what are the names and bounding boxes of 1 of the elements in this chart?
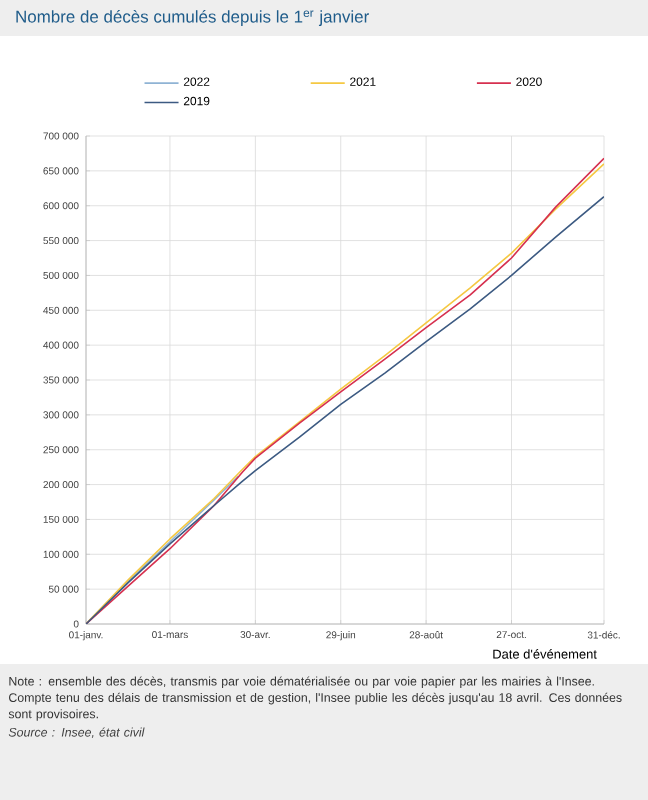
chart-title: Nombre de décès cumulés depuis le 1$^{er}$ janvier [16,10,369,26]
